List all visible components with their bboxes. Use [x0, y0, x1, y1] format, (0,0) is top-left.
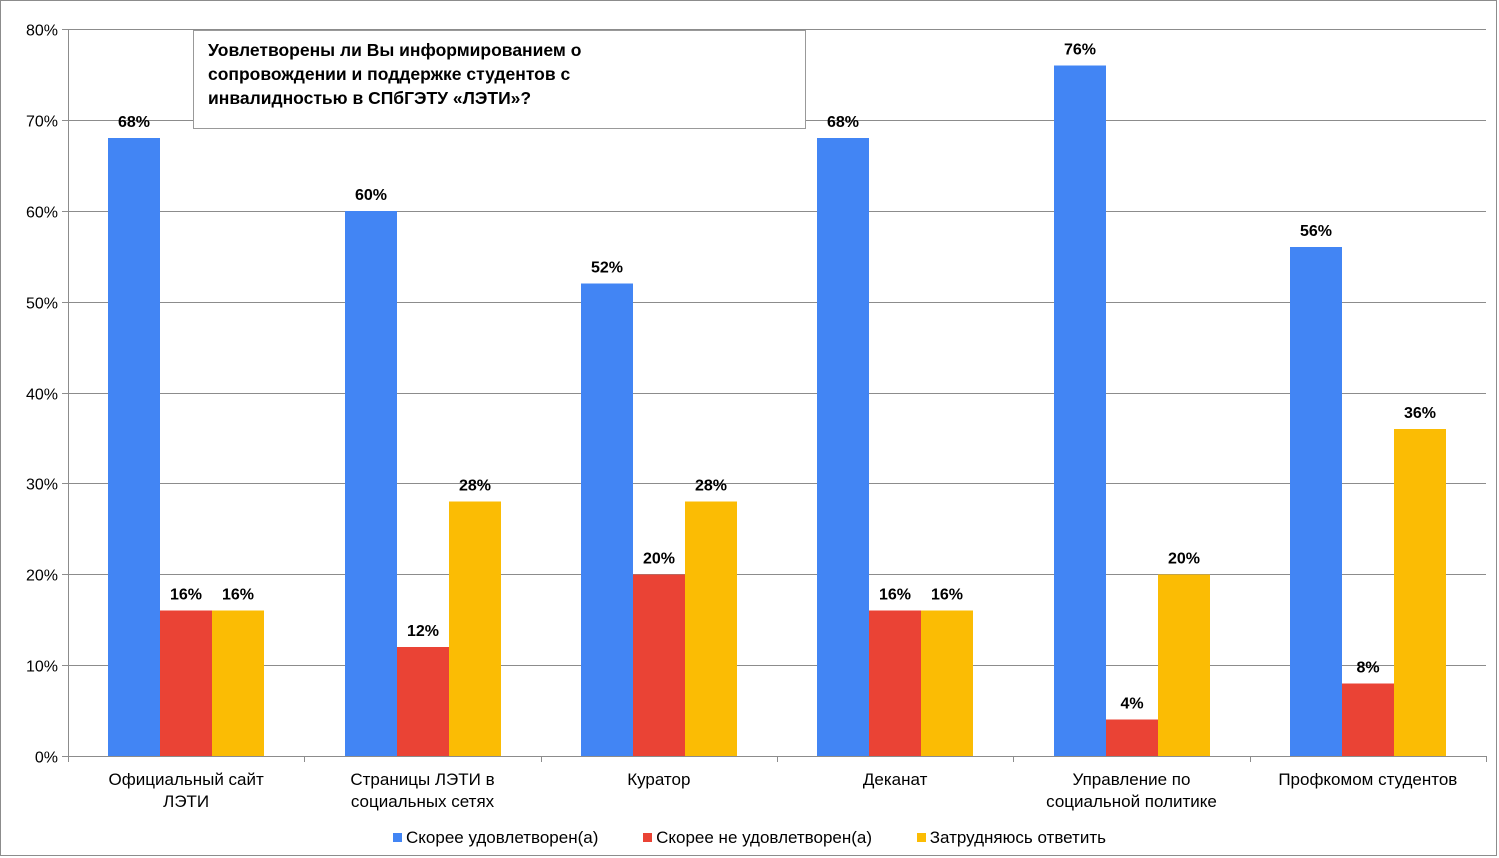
bar — [212, 610, 264, 756]
bar — [108, 138, 160, 757]
bar — [1106, 719, 1158, 756]
x-tick-label: Деканат — [863, 770, 928, 789]
data-label: 20% — [643, 550, 675, 567]
legend-swatch-not-satisfied — [643, 833, 653, 842]
bar — [1290, 247, 1342, 756]
x-tick-label: социальных сетях — [351, 792, 495, 811]
bar — [685, 501, 737, 756]
data-label: 76% — [1064, 41, 1096, 58]
data-label: 4% — [1120, 696, 1143, 713]
data-label: 16% — [222, 587, 254, 604]
data-label: 60% — [355, 187, 387, 204]
bar — [581, 283, 633, 756]
data-label: 16% — [879, 587, 911, 604]
chart-title-line-1: Уовлетворены ли Вы информированием о — [208, 40, 582, 60]
x-tick-label: Управление по — [1073, 770, 1191, 789]
legend-label-satisfied: Скорее удовлетворен(а) — [406, 828, 599, 847]
data-label: 52% — [591, 259, 623, 276]
data-label: 20% — [1168, 550, 1200, 567]
y-tick-label: 60% — [26, 205, 58, 222]
bar — [449, 501, 501, 756]
legend-swatch-hard-to-say — [916, 833, 926, 842]
bar — [1394, 428, 1446, 756]
data-label: 56% — [1300, 223, 1332, 240]
data-label: 68% — [827, 114, 859, 131]
bar — [921, 610, 973, 756]
bar — [817, 138, 869, 757]
bar — [869, 610, 921, 756]
bar — [160, 610, 212, 756]
chart-title-line-2: сопровождении и поддержке студентов с — [208, 64, 571, 84]
y-tick-label: 10% — [26, 659, 58, 676]
x-tick-label: Официальный сайт — [109, 770, 264, 789]
y-tick-label: 70% — [26, 114, 58, 131]
bar — [1158, 574, 1210, 756]
data-label: 8% — [1356, 659, 1379, 676]
x-tick-label: социальной политике — [1046, 792, 1217, 811]
legend-item-not-satisfied: Скорее не удовлетворен(а) — [643, 828, 872, 848]
y-tick-label: 40% — [26, 387, 58, 404]
bar — [345, 210, 397, 756]
data-label: 28% — [695, 478, 727, 495]
y-tick-label: 50% — [26, 296, 58, 313]
bar — [1054, 65, 1106, 757]
chart-title-line-3: инвалидностью в СПбГЭТУ «ЛЭТИ»? — [208, 88, 532, 108]
data-label: 36% — [1404, 405, 1436, 422]
x-tick-label: Страницы ЛЭТИ в — [350, 770, 494, 789]
chart-title: Уовлетворены ли Вы информированием о соп… — [193, 30, 806, 129]
data-label: 16% — [931, 587, 963, 604]
data-label: 12% — [407, 623, 439, 640]
x-tick-label: Куратор — [627, 770, 690, 789]
legend-swatch-satisfied — [393, 833, 402, 842]
bar — [397, 646, 449, 756]
x-tick-label: Профкомом студентов — [1278, 770, 1457, 789]
legend-item-hard-to-say: Затрудняюсь ответить — [916, 828, 1106, 848]
y-tick-label: 80% — [26, 23, 58, 40]
y-tick-label: 0% — [35, 750, 58, 767]
bar — [633, 574, 685, 756]
legend-label-hard-to-say: Затрудняюсь ответить — [929, 828, 1106, 847]
legend-item-satisfied: Скорее удовлетворен(а) — [393, 828, 598, 848]
y-tick-label: 20% — [26, 568, 58, 585]
legend-label-not-satisfied: Скорее не удовлетворен(а) — [656, 828, 873, 847]
data-label: 16% — [170, 587, 202, 604]
y-tick-label: 30% — [26, 477, 58, 494]
x-tick-label: ЛЭТИ — [163, 792, 209, 811]
data-label: 68% — [118, 114, 150, 131]
data-label: 28% — [459, 478, 491, 495]
bar — [1342, 683, 1394, 756]
chart-legend: Скорее удовлетворен(а) Скорее не удовлет… — [0, 828, 1499, 848]
